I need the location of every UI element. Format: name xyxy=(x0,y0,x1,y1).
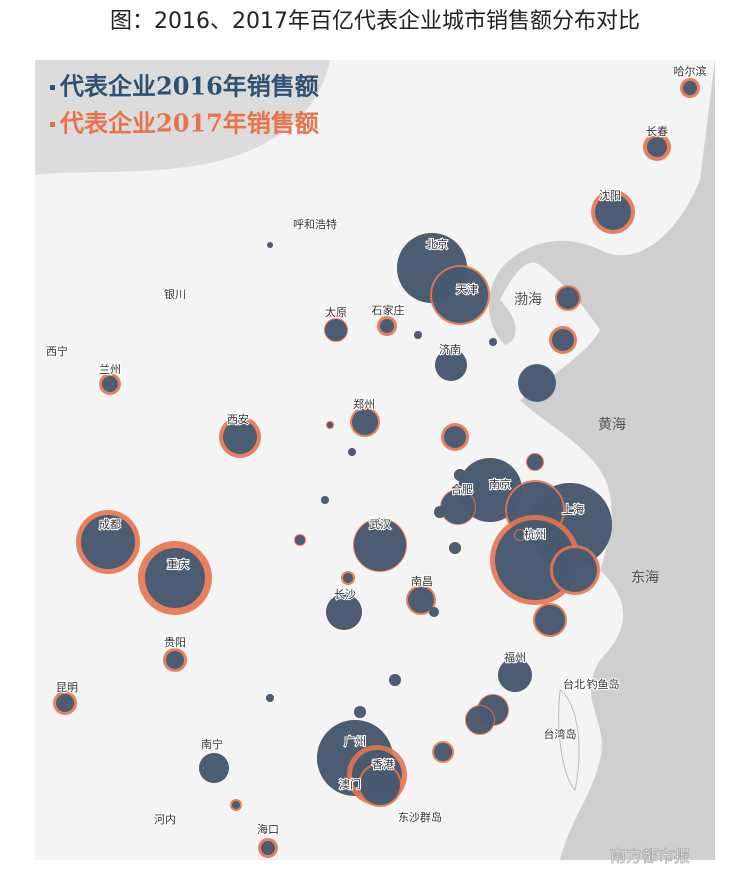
legend-label: 代表企业2017年销售额 xyxy=(59,109,319,138)
bubble-2016 xyxy=(267,242,273,248)
bubble-2016 xyxy=(441,490,475,524)
bubble-2016 xyxy=(454,469,466,481)
bubble-2016 xyxy=(295,535,305,545)
city-label: 南京 xyxy=(489,477,511,491)
city-label: 福州 xyxy=(504,650,526,664)
bubble-2016 xyxy=(352,409,378,435)
bubble-layer xyxy=(53,78,700,858)
legend-label: 代表企业2016年销售额 xyxy=(59,72,319,101)
taiwan-island xyxy=(558,689,580,792)
legend-swatch xyxy=(50,85,55,90)
bubble-2016 xyxy=(434,743,452,761)
city-label: 北京 xyxy=(426,237,448,251)
sea-label: 东海 xyxy=(631,570,659,586)
bubble-2016 xyxy=(145,548,205,608)
bubble-2016 xyxy=(56,694,74,712)
bubble-2016 xyxy=(321,496,329,504)
city-label: 澳门 xyxy=(339,777,361,791)
bubble-2016 xyxy=(325,319,347,341)
city-label: 杭州 xyxy=(524,527,546,541)
bubble-2016 xyxy=(354,519,406,571)
bubble-2016 xyxy=(527,454,543,470)
city-label: 贵阳 xyxy=(164,636,186,649)
city-label: 南宁 xyxy=(201,737,223,751)
bubble-2016 xyxy=(444,426,466,448)
bubble-2016 xyxy=(232,801,240,809)
city-label: 石家庄 xyxy=(372,303,405,317)
city-label: 西宁 xyxy=(46,344,68,358)
bubble-2016 xyxy=(498,658,532,692)
bubble-2016 xyxy=(360,765,400,805)
bubble-2016 xyxy=(261,841,275,855)
city-label: 武汉 xyxy=(369,518,391,531)
bubble-2016 xyxy=(429,607,439,617)
bubble-2016 xyxy=(266,694,274,702)
city-label: 济南 xyxy=(439,342,461,356)
city-label: 南昌 xyxy=(411,575,433,588)
bubble-2016 xyxy=(435,349,467,381)
bubble-2016 xyxy=(326,594,362,630)
bubble-2016 xyxy=(518,364,556,402)
city-label: 昆明 xyxy=(56,681,78,694)
city-label: 兰州 xyxy=(99,363,121,376)
city-label: 东沙群岛 xyxy=(398,810,442,824)
bubble-2016 xyxy=(380,319,394,333)
bubble-2016 xyxy=(102,376,118,392)
bubble-2016 xyxy=(348,448,356,456)
sea-label: 黄海 xyxy=(598,416,626,433)
bubble-2016 xyxy=(595,194,631,230)
city-label: 长沙 xyxy=(334,588,356,601)
city-label: 太原 xyxy=(325,306,347,319)
city-label: 海口 xyxy=(257,822,279,836)
bubble-2016 xyxy=(327,422,333,428)
bubble-2016 xyxy=(557,287,579,309)
bubble-2016 xyxy=(552,329,574,351)
bubble-2016 xyxy=(432,267,488,323)
legend-swatch xyxy=(50,122,55,127)
bubble-2016 xyxy=(489,338,497,346)
bubble-2016 xyxy=(343,573,353,583)
bubble-2016 xyxy=(408,587,434,613)
city-label: 哈尔滨 xyxy=(674,64,707,78)
bubble-2016 xyxy=(553,548,597,592)
bubble-2016 xyxy=(515,530,525,540)
city-label: 西安 xyxy=(227,412,249,426)
bubble-2016 xyxy=(683,81,697,95)
city-label: 钓鱼岛 xyxy=(587,677,620,691)
bubble-2016 xyxy=(535,605,565,635)
city-label: 上海 xyxy=(562,502,584,516)
city-label: 合肥 xyxy=(451,482,473,496)
bubble-2016 xyxy=(81,515,135,569)
city-label: 银川 xyxy=(164,287,186,301)
sea-label: 渤海 xyxy=(514,292,542,308)
city-label: 长春 xyxy=(646,125,668,138)
city-label: 台北 xyxy=(563,677,585,691)
bubble-2016 xyxy=(414,331,422,339)
city-label: 成都 xyxy=(99,518,121,531)
city-label: 重庆 xyxy=(167,557,189,571)
city-label: 广州 xyxy=(344,735,366,748)
bubble-2016 xyxy=(389,674,401,686)
city-label: 呼和浩特 xyxy=(293,217,337,231)
bubble-2016 xyxy=(434,506,446,518)
city-label: 天津 xyxy=(456,283,478,296)
city-label: 河内 xyxy=(154,812,176,826)
bubble-2016 xyxy=(647,137,667,157)
city-label: 台湾岛 xyxy=(544,727,577,741)
bubble-2016 xyxy=(199,753,229,783)
bubble-2016 xyxy=(166,651,184,669)
title: 图：2016、2017年百亿代表企业城市销售额分布对比 xyxy=(110,9,640,34)
bubble-2016 xyxy=(466,706,494,734)
bubble-2016 xyxy=(354,706,366,718)
neighbor-region xyxy=(35,60,330,175)
city-label: 郑州 xyxy=(353,397,375,411)
city-label: 沈阳 xyxy=(599,188,621,202)
city-label: 香港 xyxy=(372,758,394,771)
watermark: 南方都市报 xyxy=(610,847,690,866)
bubble-2016 xyxy=(223,420,257,454)
sea-area xyxy=(488,60,715,860)
bubble-2016 xyxy=(449,542,461,554)
